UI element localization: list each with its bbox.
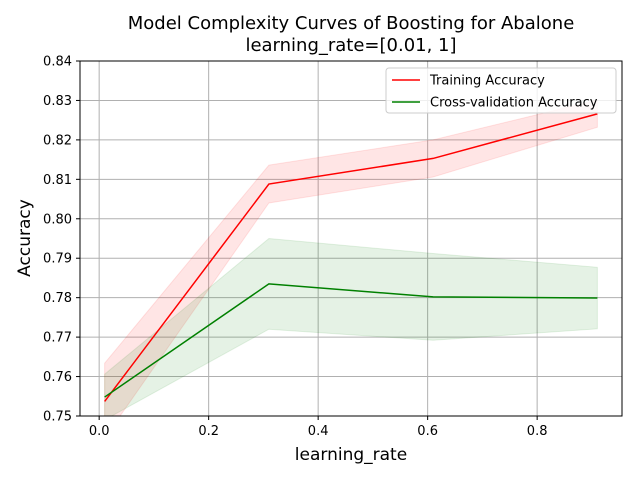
y-tick-label: 0.84 [43, 55, 72, 70]
x-tick-label: 0.4 [308, 424, 329, 439]
y-tick-label: 0.77 [43, 331, 72, 346]
x-tick-label: 0.6 [417, 424, 438, 439]
y-tick-label: 0.76 [43, 370, 72, 385]
confidence-bands [104, 99, 598, 416]
y-tick-label: 0.79 [43, 252, 72, 267]
y-tick-label: 0.81 [43, 173, 72, 188]
training-accuracy-line [104, 113, 598, 402]
y-tick-label: 0.83 [43, 94, 72, 109]
series-lines [104, 113, 598, 402]
chart-title-line-2: learning_rate=[0.01, 1] [245, 35, 456, 56]
x-axis-label: learning_rate [295, 445, 407, 465]
x-tick-label: 0.0 [89, 424, 110, 439]
y-tick-label: 0.78 [43, 291, 72, 306]
y-tick-label: 0.75 [43, 410, 72, 425]
y-tick-label: 0.80 [43, 212, 72, 227]
y-axis-label: Accuracy [15, 199, 35, 277]
x-tick-label: 0.8 [527, 424, 548, 439]
cross-validation-accuracy-line [104, 283, 598, 398]
legend-box [385, 67, 617, 114]
y-tick-label: 0.82 [43, 133, 72, 148]
cross-validation-accuracy-band [104, 237, 598, 416]
plot-frame [79, 60, 623, 417]
legend-label-training: Training Accuracy [429, 74, 545, 89]
chart-title-line-1: Model Complexity Curves of Boosting for … [128, 13, 575, 34]
legend: Training Accuracy Cross-validation Accura… [385, 67, 617, 114]
axis-ticks: 0.0 0.2 0.4 0.6 0.8 0.75 0.76 0.77 0.78 0.79 0.80 0… [43, 55, 547, 440]
legend-label-cross-validation: Cross-validation Accuracy [430, 96, 598, 111]
x-tick-label: 0.2 [198, 424, 219, 439]
